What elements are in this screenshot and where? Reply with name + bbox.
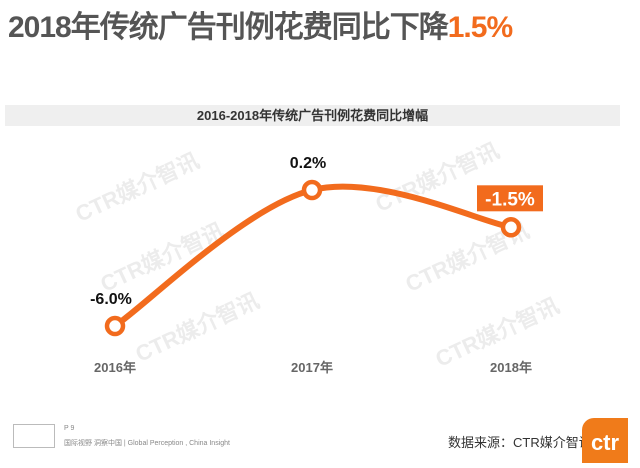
data-label: -1.5% [485,189,535,210]
data-point [104,315,126,337]
data-label: 0.2% [290,155,326,172]
page-title: 2018年传统广告刊例花费同比下降1.5% [8,2,513,46]
data-point [500,217,522,238]
title-highlight: 1.5% [447,11,513,44]
page-number: P 9 [64,425,75,432]
data-label-box [477,185,543,212]
ctr-logo: ctr [582,418,628,463]
tagline: 国际视野 洞察中国 | Global Perception , China In… [64,440,230,447]
x-tick-label: 2017年 [291,360,333,375]
title-text: 2018年传统广告刊例花费同比下降 [8,11,449,44]
x-tick-label: 2018年 [490,360,532,375]
certification-logo [13,424,55,448]
series-line [113,183,512,329]
data-label: -6.0% [90,291,132,308]
x-tick-label: 2016年 [94,360,136,375]
chart-title: 2016-2018年传统广告刊例花费同比增幅 [5,105,620,126]
data-source: 数据来源：CTR媒介智讯 [448,435,592,450]
data-point [301,179,323,201]
